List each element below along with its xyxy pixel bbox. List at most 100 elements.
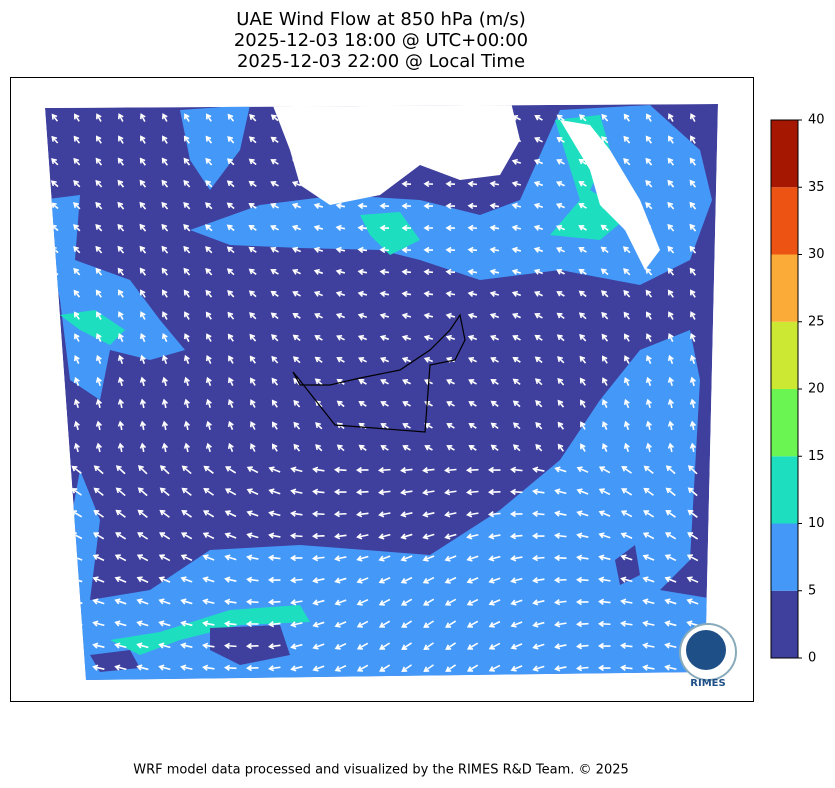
- wind-arrow: [139, 376, 146, 387]
- wind-arrow: [532, 599, 545, 606]
- wind-arrow: [248, 246, 257, 253]
- wind-arrow: [312, 599, 325, 606]
- wind-arrow: [645, 442, 652, 453]
- wind-arrow: [180, 532, 193, 540]
- wind-arrow: [378, 533, 391, 540]
- wind-arrow: [686, 554, 699, 562]
- wind-arrow: [664, 620, 677, 627]
- wind-arrow: [555, 224, 565, 231]
- wind-arrow: [271, 377, 279, 386]
- wind-arrow: [600, 268, 609, 276]
- wind-arrow: [380, 423, 389, 429]
- wind-arrow: [423, 356, 434, 363]
- wind-arrow: [205, 289, 213, 298]
- wind-arrow: [117, 354, 124, 365]
- wind-arrow: [117, 223, 125, 232]
- wind-arrow: [401, 246, 412, 254]
- wind-arrow: [246, 576, 259, 583]
- title-line: 2025-12-03 22:00 @ Local Time: [237, 51, 525, 72]
- wind-arrow: [162, 311, 168, 320]
- wind-arrow: [205, 246, 213, 254]
- wind-arrow: [402, 378, 411, 385]
- wind-arrow: [249, 443, 256, 452]
- wind-arrow: [73, 202, 81, 210]
- wind-arrow: [643, 510, 655, 518]
- footer: WRF model data processed and visualized …: [133, 763, 629, 778]
- wind-arrow: [334, 533, 347, 540]
- wind-arrow: [249, 355, 256, 364]
- wind-arrow: [49, 466, 61, 474]
- wind-arrow: [74, 333, 80, 342]
- wind-arrow: [645, 354, 652, 364]
- wind-arrow: [578, 312, 587, 320]
- wind-arrow: [117, 201, 125, 210]
- wind-arrow: [95, 289, 102, 298]
- wind-arrow: [401, 334, 412, 341]
- wind-arrow: [554, 665, 567, 672]
- wind-arrow: [118, 135, 124, 144]
- uae-outline: [292, 313, 466, 433]
- wind-arrow: [400, 555, 413, 562]
- wind-arrow: [183, 179, 191, 188]
- wind-arrow: [205, 376, 212, 387]
- wind-arrow: [336, 357, 345, 363]
- wind-arrow: [423, 268, 434, 276]
- wind-arrow: [556, 159, 565, 165]
- logo: RIMES: [679, 623, 737, 689]
- wind-arrow: [465, 466, 479, 474]
- wind-arrow: [468, 379, 477, 385]
- wind-arrow: [687, 509, 698, 518]
- wind-arrow: [380, 378, 389, 385]
- wind-arrow: [96, 113, 102, 122]
- wind-arrow: [267, 576, 281, 584]
- wind-arrow: [645, 420, 652, 431]
- wind-arrow: [48, 554, 61, 561]
- wind-arrow: [555, 202, 565, 209]
- wind-arrow: [578, 181, 587, 187]
- wind-arrow: [357, 180, 368, 188]
- wind-arrow: [205, 157, 213, 166]
- wind-arrow: [645, 179, 653, 188]
- wind-arrow: [159, 509, 170, 518]
- wind-arrow: [161, 179, 169, 188]
- wind-arrow: [248, 202, 257, 209]
- wind-arrow: [335, 136, 346, 143]
- wind-arrow: [183, 289, 190, 298]
- wind-arrow: [623, 158, 631, 166]
- wind-arrow: [510, 555, 523, 562]
- wind-arrow: [401, 642, 412, 650]
- wind-arrow: [489, 334, 499, 341]
- wind-arrow: [400, 489, 413, 496]
- wind-arrow: [532, 643, 545, 650]
- wind-arrow: [227, 420, 234, 431]
- wind-arrow: [557, 421, 565, 430]
- wind-arrow: [95, 245, 103, 254]
- wind-arrow: [642, 664, 655, 671]
- wind-arrow: [379, 642, 391, 650]
- wind-arrow: [313, 268, 324, 275]
- wind-arrow: [51, 420, 58, 431]
- wind-arrow: [245, 664, 259, 672]
- wind-arrow: [270, 159, 279, 165]
- wind-arrow: [690, 135, 696, 144]
- wind-arrow: [226, 158, 235, 166]
- wind-arrow: [227, 290, 235, 298]
- wind-arrow: [622, 246, 631, 254]
- wind-arrow: [246, 510, 259, 517]
- wind-arrow: [158, 598, 171, 605]
- wind-arrow: [642, 554, 655, 561]
- wind-arrow: [446, 423, 455, 429]
- wind-arrow: [50, 202, 59, 210]
- wind-arrow: [202, 598, 215, 605]
- wind-arrow: [665, 465, 676, 475]
- wind-arrow: [92, 576, 105, 583]
- wind-arrow: [290, 510, 303, 517]
- wind-arrow: [597, 664, 611, 672]
- colorbar-bin: [771, 187, 798, 255]
- wind-arrow: [356, 598, 369, 606]
- wind-arrow: [159, 487, 170, 497]
- wind-arrow: [511, 246, 522, 253]
- wind-arrow: [643, 465, 654, 475]
- wind-arrow: [73, 442, 80, 453]
